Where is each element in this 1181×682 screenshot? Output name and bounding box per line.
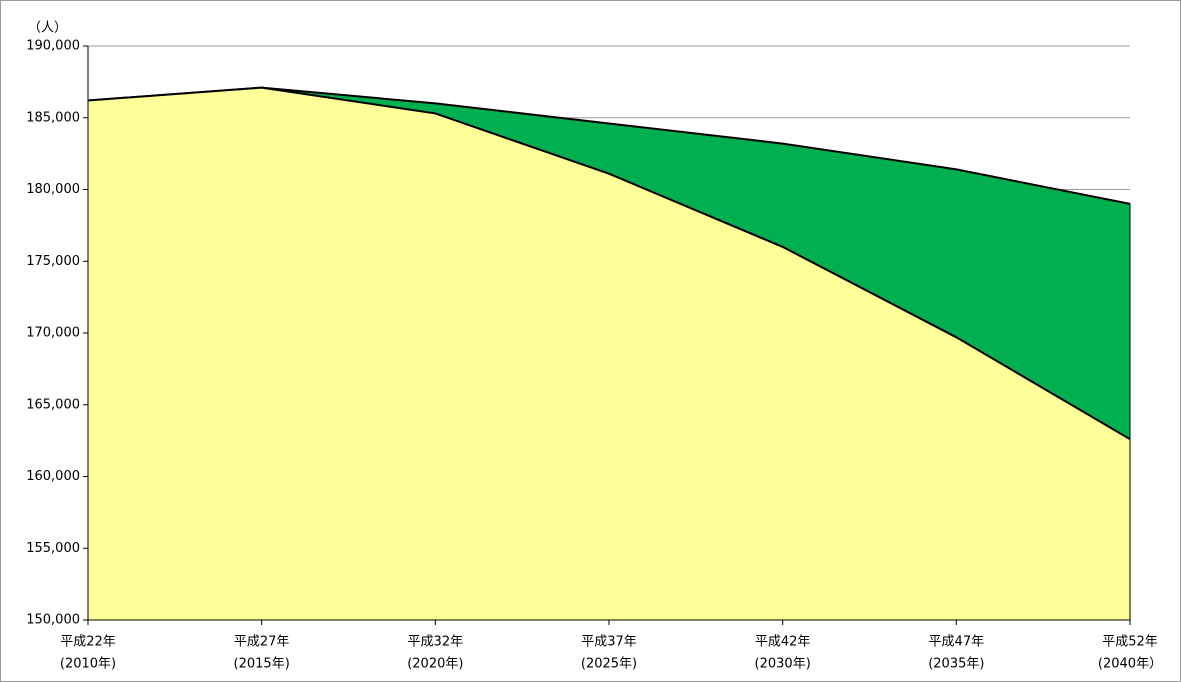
y-tick-label: 160,000 — [26, 469, 80, 484]
x-tick-label: 平成47年 — [929, 635, 985, 650]
x-tick-label: 平成52年 — [1102, 635, 1158, 650]
y-tick-label: 185,000 — [26, 110, 80, 125]
line — [87, 86, 1131, 441]
x-tick-label: (2040年） — [1098, 657, 1162, 672]
y-tick-label: 150,000 — [26, 613, 80, 628]
x-tick-label: 平成32年 — [408, 635, 464, 650]
y-tick-label: 190,000 — [26, 39, 80, 54]
x-tick-label: 平成22年 — [60, 635, 116, 650]
x-tick-label: (2015年) — [234, 657, 290, 672]
x-tick-label: (2010年) — [60, 657, 116, 672]
x-tick-label: (2020年) — [407, 657, 463, 672]
y-tick-label: 155,000 — [26, 541, 80, 556]
x-tick-label: 平成42年 — [755, 635, 811, 650]
y-axis-label: （人） — [28, 21, 67, 36]
y-tick-label: 165,000 — [26, 397, 80, 412]
y-tick-label: 170,000 — [26, 326, 80, 341]
x-tick-label: (2030年) — [755, 657, 811, 672]
y-tick-label: 175,000 — [26, 254, 80, 269]
x-tick-label: (2035年) — [928, 657, 984, 672]
x-tick-label: (2025年) — [581, 657, 637, 672]
x-tick-label: 平成37年 — [581, 635, 637, 650]
y-tick-label: 180,000 — [26, 182, 80, 197]
x-tick-label: 平成27年 — [234, 635, 290, 650]
